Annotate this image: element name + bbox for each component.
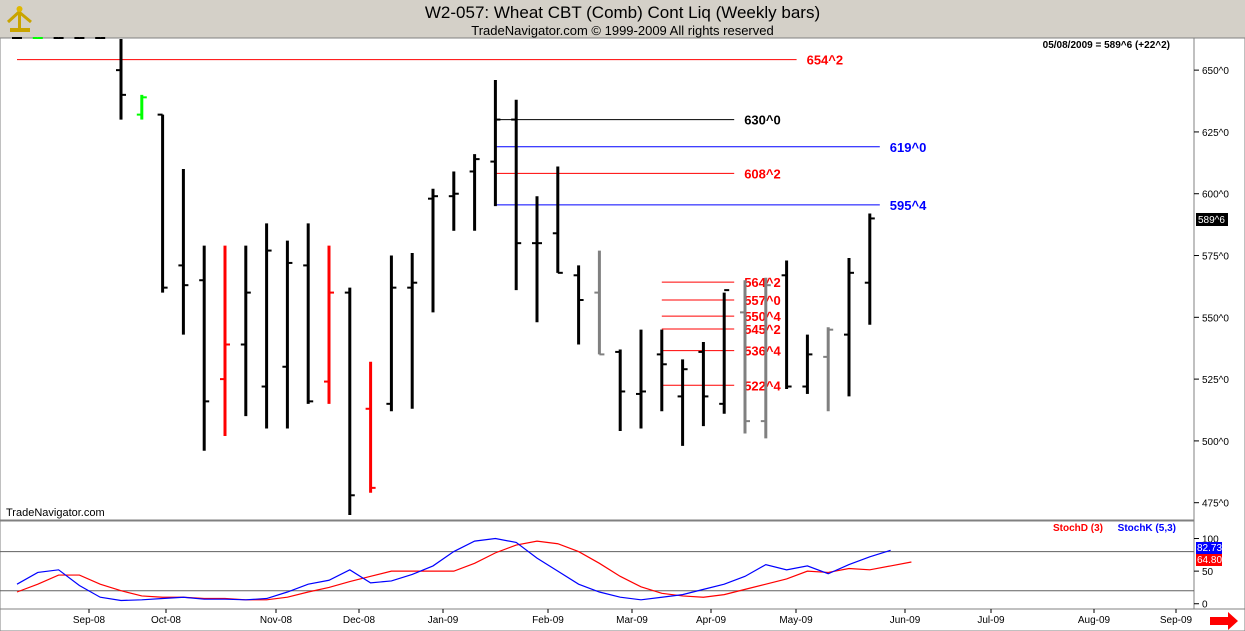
stoch-line-StochD (3) (16, 540, 912, 601)
stochd-value-tag (1196, 554, 1222, 566)
level-label: 536^4 (744, 344, 781, 359)
price-tick-label: 625^0 (1202, 128, 1229, 139)
copyright-subtitle: TradeNavigator.com © 1999-2009 All right… (471, 23, 774, 38)
price-tick-label: 550^0 (1202, 313, 1229, 324)
level-label: 522^4 (744, 378, 781, 393)
watermark-text: TradeNavigator.com (6, 507, 105, 519)
stochastic-lines (16, 537, 912, 602)
date-tick-label: Aug-09 (1078, 615, 1111, 626)
stochd-value-label: 64.80 (1197, 555, 1222, 566)
stoch-line-StochK (5,3) (16, 537, 891, 602)
level-label: 630^0 (744, 113, 781, 128)
date-tick-label: Dec-08 (343, 615, 376, 626)
price-tick-label: 650^0 (1202, 66, 1229, 77)
level-label: 550^4 (744, 309, 781, 324)
price-tick-label: 575^0 (1202, 252, 1229, 263)
date-tick-label: Apr-09 (696, 615, 726, 626)
price-levels: 654^2 630^0 619^0 608^2 595^4 564^2 557^0550^4… (17, 53, 927, 393)
date-axis-ticks: Sep-08 Oct-08 Nov-08 Dec-08 Jan-09 Feb-09 Mar-… (73, 609, 1193, 626)
date-tick-label: Jan-09 (428, 615, 459, 626)
stochd-legend: StochD (3) (1053, 523, 1103, 534)
price-panel (0, 37, 1195, 521)
stochk-legend: StochK (5,3) (1118, 523, 1176, 534)
last-price-tag (1196, 213, 1228, 226)
level-label: 619^0 (890, 140, 927, 155)
stoch-tick-label: 100 (1202, 535, 1219, 546)
date-tick-label: May-09 (779, 615, 813, 626)
date-axis (0, 608, 1245, 631)
date-tick-label: Sep-08 (73, 615, 106, 626)
stochk-value-label: 82.73 (1197, 543, 1222, 554)
date-tick-label: Sep-09 (1160, 615, 1193, 626)
level-label: 654^2 (807, 53, 844, 68)
stoch-tick-label: 0 (1202, 600, 1208, 611)
trade-navigator-logo-icon (4, 4, 36, 36)
chart-title: W2-057: Wheat CBT (Comb) Cont Liq (Weekl… (424, 3, 821, 22)
scroll-right-arrow-icon[interactable] (1210, 612, 1238, 630)
last-price-label: 589^6 (1198, 215, 1225, 226)
date-tick-label: Jun-09 (890, 615, 921, 626)
level-label: 564^2 (744, 275, 781, 290)
date-tick-label: Feb-09 (532, 615, 564, 626)
price-tick-label: 475^0 (1202, 499, 1229, 510)
date-tick-label: Oct-08 (151, 615, 181, 626)
date-tick-label: Jul-09 (977, 615, 1005, 626)
stochk-value-tag (1196, 542, 1222, 554)
price-axis-ticks: 650^0 625^0 600^0 575^0 550^0 525^0 500^0 475^0 (1194, 66, 1229, 510)
date-tick-label: Nov-08 (260, 615, 293, 626)
title-bar: W2-057: Wheat CBT (Comb) Cont Liq (Weekl… (0, 0, 1245, 40)
price-tick-label: 525^0 (1202, 375, 1229, 386)
price-bars (12, 37, 875, 516)
level-label: 595^4 (890, 198, 927, 213)
price-tick-label: 500^0 (1202, 437, 1229, 448)
price-tick-label: 600^0 (1202, 190, 1229, 201)
date-tick-label: Mar-09 (616, 615, 648, 626)
level-label: 608^2 (744, 166, 781, 181)
level-label: 557^0 (744, 293, 781, 308)
stoch-tick-label: 50 (1202, 567, 1214, 578)
date-price-readout: 05/08/2009 = 589^6 (+22^2) (1043, 40, 1170, 51)
level-label: 545^2 (744, 322, 781, 337)
stochastic-axis-ticks: 100 50 0 (1194, 535, 1219, 611)
stochastic-panel (0, 520, 1195, 610)
